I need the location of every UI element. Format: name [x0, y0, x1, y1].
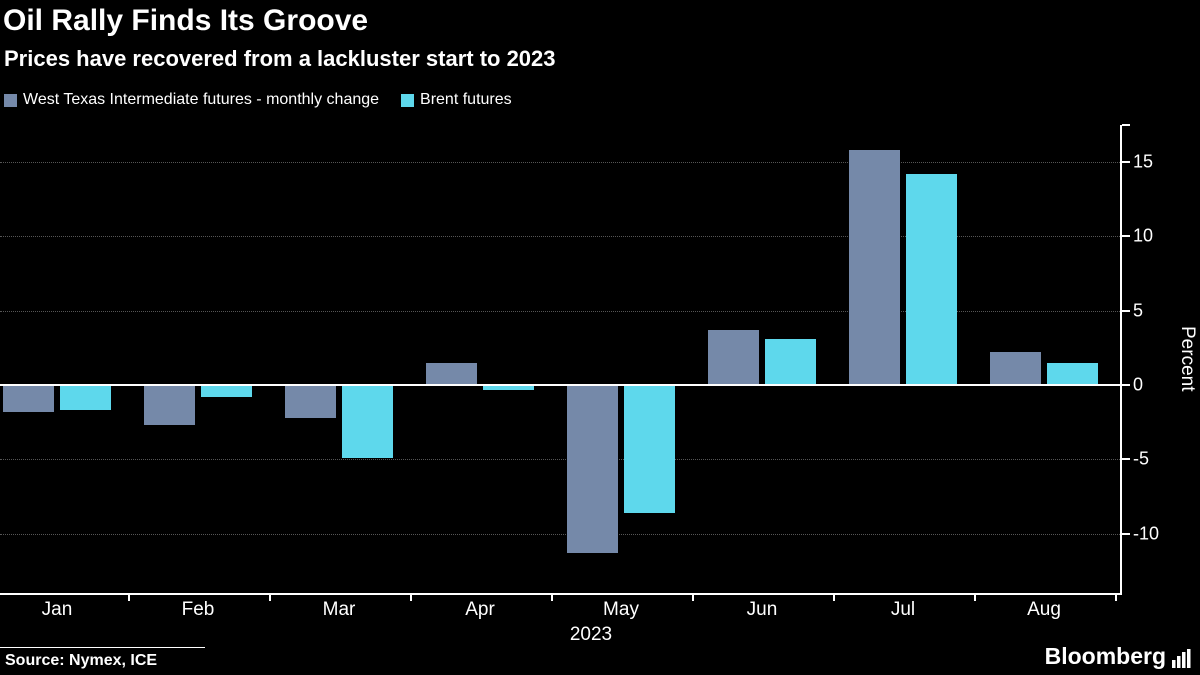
bar-wti-mar	[285, 385, 336, 418]
gridline--10	[0, 533, 1120, 535]
x-axis-label-apr: Apr	[465, 599, 495, 620]
y-axis-top-tick	[1122, 124, 1130, 126]
legend: West Texas Intermediate futures - monthl…	[4, 91, 512, 109]
bar-brent-aug	[1047, 362, 1098, 385]
y-axis-title: Percent	[1176, 125, 1198, 593]
bar-brent-mar	[342, 385, 393, 458]
bar-brent-jun	[765, 338, 816, 385]
footer-rule	[0, 647, 205, 648]
bar-wti-may	[567, 385, 618, 553]
gridline--5	[0, 459, 1120, 461]
bar-brent-jan	[60, 385, 111, 411]
x-axis-tick-7	[1114, 595, 1117, 601]
x-axis-label-aug: Aug	[1027, 599, 1061, 620]
brent-legend-swatch	[401, 93, 415, 107]
bar-brent-may	[624, 385, 675, 513]
x-axis-tick-4	[691, 595, 694, 601]
y-axis-label-5: 5	[1133, 300, 1144, 321]
gridline-15	[0, 162, 1120, 164]
chart-subtitle: Prices have recovered from a lackluster …	[4, 46, 556, 71]
x-axis-tick-0	[127, 595, 130, 601]
x-axis-label-jan: Jan	[41, 599, 73, 620]
y-axis-label-15: 15	[1133, 151, 1154, 172]
x-axis-tick-1	[268, 595, 271, 601]
zero-baseline	[0, 384, 1120, 386]
x-axis-label-feb: Feb	[181, 599, 215, 620]
bar-wti-jan	[3, 385, 54, 412]
x-axis-label-jun: Jun	[746, 599, 778, 620]
y-axis-label--5: -5	[1133, 448, 1150, 469]
bar-wti-aug	[990, 352, 1041, 385]
bar-brent-jul	[906, 174, 957, 385]
gridline-10	[0, 236, 1120, 238]
y-axis-tick--10	[1122, 532, 1130, 535]
x-axis-tick-5	[832, 595, 835, 601]
y-axis-tick-0	[1122, 384, 1130, 386]
x-axis-tick-2	[409, 595, 412, 601]
bar-wti-feb	[144, 385, 195, 426]
x-axis-tick-3	[550, 595, 553, 601]
plot-area	[0, 125, 1122, 595]
bar-wti-apr	[426, 362, 477, 385]
y-axis-tick--5	[1122, 458, 1130, 461]
chart-title: Oil Rally Finds Its Groove	[3, 4, 369, 37]
y-axis-tick-15	[1122, 161, 1130, 164]
bloomberg-logo: Bloomberg	[1045, 645, 1192, 668]
legend-item-brent: Brent futures	[401, 91, 512, 109]
x-axis-label-may: May	[603, 599, 639, 620]
bloomberg-wordmark: Bloomberg	[1044, 643, 1166, 669]
y-axis-tick-5	[1122, 309, 1130, 312]
x-axis-label-mar: Mar	[322, 599, 356, 620]
y-axis-label-10: 10	[1133, 225, 1154, 246]
bar-wti-jul	[849, 150, 900, 385]
y-axis-tick-10	[1122, 235, 1130, 238]
y-axis-title-text: Percent	[1177, 326, 1198, 392]
x-axis-label-jul: Jul	[890, 599, 916, 620]
x-axis-tick-6	[973, 595, 976, 601]
x-axis-year: 2023	[569, 624, 613, 645]
gridline-5	[0, 310, 1120, 312]
bar-brent-apr	[483, 385, 534, 390]
bar-brent-feb	[201, 385, 252, 397]
wti-legend-label: West Texas Intermediate futures - monthl…	[23, 91, 380, 108]
brent-legend-label: Brent futures	[420, 91, 512, 108]
wti-legend-swatch	[4, 93, 17, 107]
legend-item-wti: West Texas Intermediate futures - monthl…	[4, 91, 379, 109]
y-axis-label--10: -10	[1133, 523, 1160, 544]
bar-wti-jun	[708, 330, 759, 385]
bloomberg-bars-icon	[1172, 649, 1191, 668]
source-note: Source: Nymex, ICE	[5, 652, 158, 669]
y-axis-label-0: 0	[1133, 374, 1144, 395]
